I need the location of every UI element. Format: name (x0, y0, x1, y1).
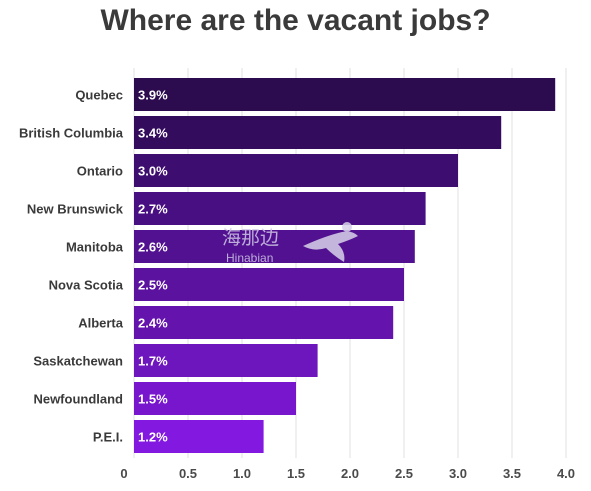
x-tick-label: 1.5 (287, 466, 305, 481)
x-tick-label: 0 (120, 466, 127, 481)
x-tick-label: 3.0 (449, 466, 467, 481)
category-label: British Columbia (19, 126, 124, 141)
bar-data-label: 1.2% (138, 430, 168, 445)
watermark: 海那边 Hinabian (222, 222, 358, 265)
bar-data-label: 3.4% (138, 126, 168, 141)
bar-data-label: 2.5% (138, 278, 168, 293)
bar-new-brunswick (134, 192, 426, 225)
category-label: New Brunswick (27, 202, 124, 217)
bar-quebec (134, 78, 556, 111)
x-tick-label: 0.5 (179, 466, 197, 481)
x-tick-label: 3.5 (503, 466, 521, 481)
category-label: Alberta (78, 316, 124, 331)
category-label: Quebec (75, 88, 123, 103)
bar-saskatchewan (134, 344, 318, 377)
bar-data-label: 2.4% (138, 316, 168, 331)
category-labels: Quebec British Columbia Ontario New Brunswi… (19, 88, 124, 445)
bar-nova-scotia (134, 268, 404, 301)
bar-data-label: 2.6% (138, 240, 168, 255)
category-label: Newfoundland (33, 392, 123, 407)
bar-data-label: 3.9% (138, 88, 168, 103)
bar-data-label: 1.7% (138, 354, 168, 369)
watermark-logo-icon (303, 231, 358, 262)
x-tick-label: 1.0 (233, 466, 251, 481)
bar-data-label: 2.7% (138, 202, 168, 217)
category-label: Manitoba (66, 240, 124, 255)
bar-data-label: 1.5% (138, 392, 168, 407)
chart-title: Where are the vacant jobs? (100, 4, 491, 37)
bar-p-e-i- (134, 420, 264, 453)
category-label: Saskatchewan (33, 354, 123, 369)
bar-alberta (134, 306, 394, 339)
x-tick-label: 2.5 (395, 466, 413, 481)
bar-manitoba (134, 230, 415, 263)
x-tick-label: 2.0 (341, 466, 359, 481)
bar-newfoundland (134, 382, 296, 415)
category-label: Nova Scotia (49, 278, 124, 293)
x-axis-ticks: 0 0.5 1.0 1.5 2.0 2.5 3.0 3.5 4.0 (120, 466, 575, 481)
bars: 3.9% 3.4% 3.0% 2.7% 2.6% 2.5% 2.4% 1.7% 1.5% 1.2% (134, 78, 556, 453)
watermark-en: Hinabian (226, 251, 273, 265)
category-label: Ontario (77, 164, 123, 179)
bar-british-columbia (134, 116, 502, 149)
watermark-cn: 海那边 (222, 227, 279, 249)
category-label: P.E.I. (93, 430, 123, 445)
bar-ontario (134, 154, 458, 187)
watermark-logo-dot-icon (342, 222, 352, 232)
bar-data-label: 3.0% (138, 164, 168, 179)
x-tick-label: 4.0 (557, 466, 575, 481)
